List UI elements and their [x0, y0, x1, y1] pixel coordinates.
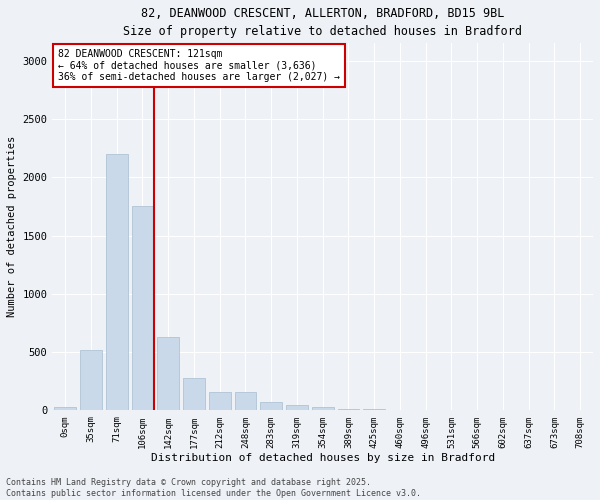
Bar: [106, 154, 128, 410]
Bar: [80, 350, 102, 410]
Title: 82, DEANWOOD CRESCENT, ALLERTON, BRADFORD, BD15 9BL
Size of property relative to: 82, DEANWOOD CRESCENT, ALLERTON, BRADFOR…: [123, 7, 522, 38]
Bar: [338, 408, 359, 410]
Bar: [286, 405, 308, 410]
Text: Contains HM Land Registry data © Crown copyright and database right 2025.
Contai: Contains HM Land Registry data © Crown c…: [6, 478, 421, 498]
X-axis label: Distribution of detached houses by size in Bradford: Distribution of detached houses by size …: [151, 453, 495, 463]
Bar: [363, 409, 385, 410]
Bar: [131, 206, 154, 410]
Text: 82 DEANWOOD CRESCENT: 121sqm
← 64% of detached houses are smaller (3,636)
36% of: 82 DEANWOOD CRESCENT: 121sqm ← 64% of de…: [58, 49, 340, 82]
Bar: [235, 392, 256, 410]
Bar: [260, 402, 282, 410]
Bar: [54, 408, 76, 410]
Bar: [312, 408, 334, 410]
Y-axis label: Number of detached properties: Number of detached properties: [7, 136, 17, 318]
Bar: [209, 392, 230, 410]
Bar: [157, 337, 179, 410]
Bar: [183, 378, 205, 410]
